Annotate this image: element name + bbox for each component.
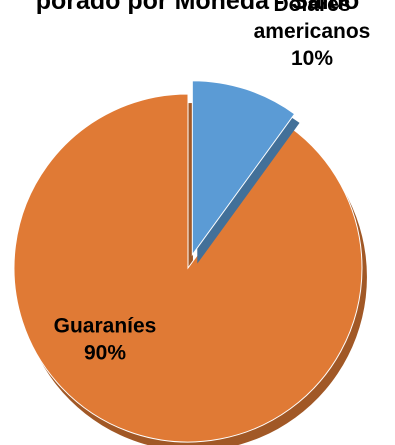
chart-title: porado por Moneda - Saldo <box>35 0 360 15</box>
pie-label-1-line-0: Dólares <box>273 0 350 16</box>
pie-label-1-line-1: americanos <box>254 20 371 43</box>
pie-label-1-line-2: 10% <box>291 47 333 70</box>
pie-slice-0 <box>13 93 363 443</box>
pie-label-1: Dólares americanos 10% <box>254 0 371 70</box>
pie-slice-1 <box>191 80 296 257</box>
pie-label-0-line-1: 90% <box>84 342 126 365</box>
pie-label-0: Guaraníes 90% <box>54 315 157 365</box>
pie-label-0-line-0: Guaraníes <box>54 315 157 338</box>
